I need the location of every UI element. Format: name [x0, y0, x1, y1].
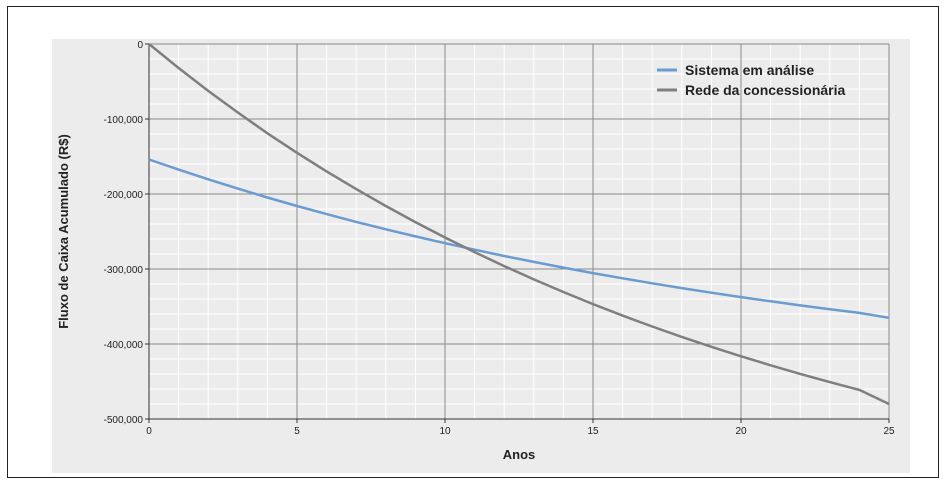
x-tick-label: 0	[146, 426, 152, 437]
series-line	[148, 158, 890, 320]
x-tick-label: 15	[587, 426, 599, 437]
legend: Sistema em análise Rede da concessionária	[657, 62, 846, 98]
series-lines	[148, 43, 890, 406]
series-line	[148, 43, 890, 406]
legend-label: Rede da concessionária	[685, 82, 846, 98]
x-tick-label: 25	[883, 426, 895, 437]
minor-gridlines	[149, 44, 889, 419]
x-tick-label: 5	[294, 426, 300, 437]
tick-labels: 0 5 10 15 20 25 0 -100,000 -200,000 -300,000 -400,…	[104, 40, 895, 437]
y-axis-title: Fluxo de Caixa Acumulado (R$)	[56, 134, 71, 329]
axes	[145, 43, 890, 423]
legend-label: Sistema em análise	[685, 62, 814, 78]
y-tick-label: -400,000	[104, 340, 144, 351]
chart-frame	[7, 6, 939, 478]
y-tick-label: -100,000	[104, 115, 144, 126]
x-tick-label: 10	[439, 426, 451, 437]
y-tick-label: -300,000	[104, 265, 144, 276]
x-axis-title: Anos	[503, 447, 536, 462]
major-gridlines	[149, 43, 890, 419]
y-tick-label: -200,000	[104, 190, 144, 201]
y-tick-label: -500,000	[104, 415, 144, 426]
x-tick-label: 20	[735, 426, 747, 437]
y-tick-label: 0	[137, 40, 143, 51]
